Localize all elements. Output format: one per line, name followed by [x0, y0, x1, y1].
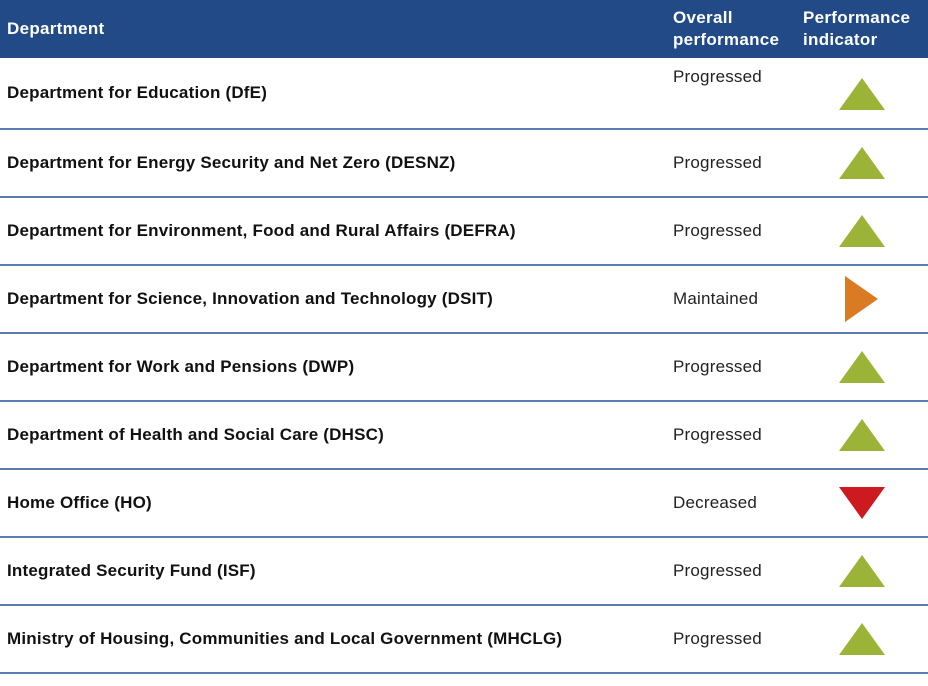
department-name: Department of Health and Social Care (DH…: [7, 425, 384, 444]
performance-indicator: [803, 333, 928, 401]
overall-performance: Progressed: [673, 221, 762, 240]
triangle-up-icon: [839, 623, 885, 655]
triangle-up-icon: [839, 351, 885, 383]
overall-performance: Progressed: [673, 153, 762, 172]
performance-indicator: [803, 401, 928, 469]
header-indicator-line2: indicator: [803, 30, 878, 49]
table-row: Integrated Security Fund (ISF) Progresse…: [0, 537, 928, 605]
header-overall-line2: performance: [673, 30, 780, 49]
table-row: Department of Health and Social Care (DH…: [0, 401, 928, 469]
triangle-up-icon: [839, 147, 885, 179]
department-name: Department for Energy Security and Net Z…: [7, 153, 456, 172]
triangle-right-icon: [845, 276, 878, 322]
table-row: Department for Work and Pensions (DWP) P…: [0, 333, 928, 401]
performance-indicator: [803, 537, 928, 605]
department-name: Department for Science, Innovation and T…: [7, 289, 493, 308]
triangle-up-icon: [839, 78, 885, 110]
table-row: Department for Energy Security and Net Z…: [0, 129, 928, 197]
table-row: Ministry of Housing, Communities and Loc…: [0, 605, 928, 673]
performance-indicator: [803, 265, 928, 333]
header-department: Department: [7, 19, 105, 38]
department-name: Department for Education (DfE): [7, 83, 268, 102]
department-name: Department for Work and Pensions (DWP): [7, 357, 355, 376]
department-name: Department for Environment, Food and Rur…: [7, 221, 516, 240]
overall-performance: Maintained: [673, 289, 759, 308]
overall-performance: Progressed: [673, 67, 762, 86]
header-performance-indicator: Performance indicator: [803, 0, 928, 58]
table-row: Department for Environment, Food and Rur…: [0, 197, 928, 265]
header-overall-line1: Overall: [673, 8, 733, 27]
table-row: Home Office (HO) Decreased: [0, 469, 928, 537]
overall-performance: Progressed: [673, 629, 762, 648]
overall-performance: Progressed: [673, 425, 762, 444]
overall-performance: Progressed: [673, 357, 762, 376]
performance-indicator: [803, 129, 928, 197]
triangle-down-icon: [839, 487, 885, 519]
overall-performance: Progressed: [673, 561, 762, 580]
table-row: Department for Science, Innovation and T…: [0, 265, 928, 333]
table-header-row: Department Overall performance Performanc…: [0, 0, 928, 58]
department-name: Ministry of Housing, Communities and Loc…: [7, 629, 563, 648]
department-name: Integrated Security Fund (ISF): [7, 561, 256, 580]
triangle-up-icon: [839, 555, 885, 587]
triangle-up-icon: [839, 419, 885, 451]
performance-indicator: [803, 58, 928, 129]
header-overall-performance: Overall performance: [673, 0, 803, 58]
triangle-up-icon: [839, 215, 885, 247]
table-row: Department for Education (DfE) Progresse…: [0, 58, 928, 129]
overall-performance: Decreased: [673, 493, 758, 512]
performance-indicator: [803, 197, 928, 265]
performance-indicator: [803, 469, 928, 537]
header-indicator-line1: Performance: [803, 8, 911, 27]
department-name: Home Office (HO): [7, 493, 152, 512]
performance-indicator: [803, 605, 928, 673]
